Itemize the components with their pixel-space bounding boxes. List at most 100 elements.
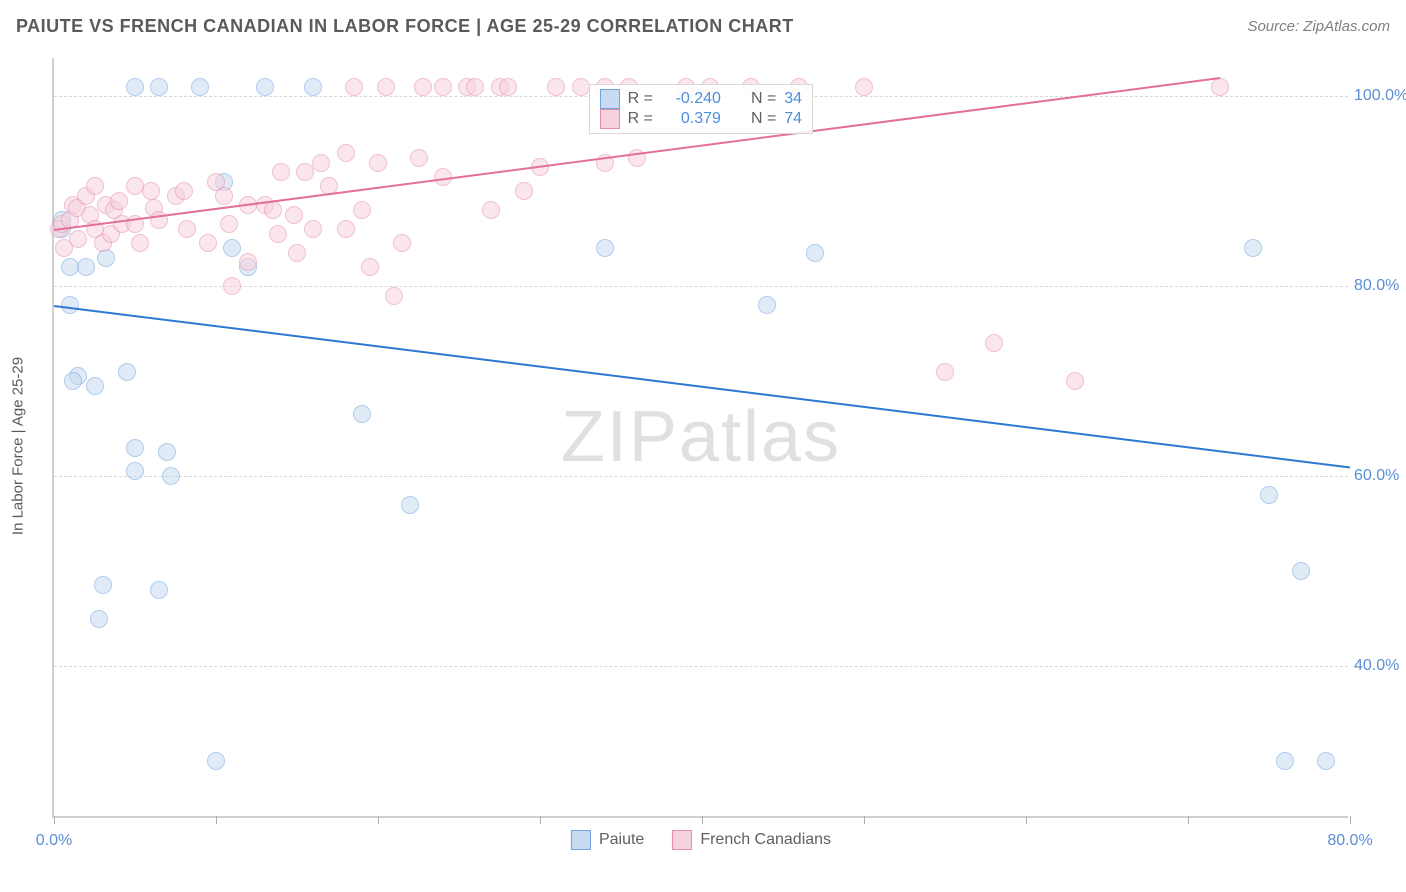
scatter-point: [94, 576, 112, 594]
x-tick: [378, 816, 379, 824]
scatter-point: [296, 163, 314, 181]
scatter-point: [345, 78, 363, 96]
source-attribution: Source: ZipAtlas.com: [1247, 18, 1390, 35]
scatter-point: [985, 334, 1003, 352]
watermark-thin: atlas: [679, 397, 841, 477]
watermark: ZIPatlas: [561, 396, 841, 478]
scatter-point: [1211, 78, 1229, 96]
legend-swatch: [672, 830, 692, 850]
scatter-point: [191, 78, 209, 96]
scatter-point: [69, 230, 87, 248]
legend-swatch: [600, 89, 620, 109]
scatter-point: [131, 234, 149, 252]
scatter-point: [337, 144, 355, 162]
scatter-point: [337, 220, 355, 238]
legend-row: R =0.379N =74: [600, 109, 802, 129]
scatter-point: [1276, 752, 1294, 770]
legend-n-value: 34: [784, 90, 802, 108]
scatter-point: [272, 163, 290, 181]
plot-area: ZIPatlas 40.0%60.0%80.0%100.0%0.0%80.0%R…: [52, 58, 1348, 818]
scatter-point: [207, 752, 225, 770]
scatter-point: [256, 78, 274, 96]
scatter-point: [126, 78, 144, 96]
scatter-point: [547, 78, 565, 96]
gridline: [54, 286, 1348, 287]
legend-label: Paiute: [599, 831, 644, 849]
scatter-point: [353, 201, 371, 219]
scatter-point: [199, 234, 217, 252]
scatter-point: [269, 225, 287, 243]
legend-row: R = -0.240 N = 34: [600, 89, 802, 109]
scatter-point: [223, 239, 241, 257]
scatter-point: [855, 78, 873, 96]
legend-n-value: 74: [784, 110, 802, 128]
legend-swatch: [571, 830, 591, 850]
legend-n-label: N =: [751, 90, 776, 108]
scatter-point: [410, 149, 428, 167]
legend-label: French Canadians: [700, 831, 831, 849]
scatter-point: [393, 234, 411, 252]
scatter-point: [118, 363, 136, 381]
scatter-point: [572, 78, 590, 96]
scatter-point: [1317, 752, 1335, 770]
y-tick-label: 80.0%: [1354, 277, 1406, 295]
legend-r-value: 0.379: [661, 110, 721, 128]
trend-line: [54, 305, 1350, 468]
watermark-bold: ZIP: [561, 397, 679, 477]
scatter-point: [110, 192, 128, 210]
title-bar: PAIUTE VS FRENCH CANADIAN IN LABOR FORCE…: [16, 16, 1390, 37]
scatter-point: [499, 78, 517, 96]
x-tick: [54, 816, 55, 824]
scatter-point: [596, 239, 614, 257]
scatter-point: [377, 78, 395, 96]
scatter-point: [353, 405, 371, 423]
x-tick-label: 80.0%: [1327, 832, 1372, 850]
scatter-point: [806, 244, 824, 262]
x-tick: [1188, 816, 1189, 824]
gridline: [54, 666, 1348, 667]
scatter-point: [936, 363, 954, 381]
scatter-point: [178, 220, 196, 238]
scatter-point: [150, 581, 168, 599]
x-tick: [1350, 816, 1351, 824]
legend-item: Paiute: [571, 830, 644, 850]
x-tick: [1026, 816, 1027, 824]
legend-r-value: -0.240: [661, 90, 721, 108]
legend-r-label: R =: [628, 90, 653, 108]
scatter-point: [86, 377, 104, 395]
x-tick-label: 0.0%: [36, 832, 72, 850]
scatter-point: [64, 372, 82, 390]
scatter-point: [126, 177, 144, 195]
scatter-point: [515, 182, 533, 200]
y-tick-label: 100.0%: [1354, 87, 1406, 105]
scatter-point: [758, 296, 776, 314]
scatter-point: [1260, 486, 1278, 504]
y-tick-label: 40.0%: [1354, 657, 1406, 675]
gridline: [54, 476, 1348, 477]
x-tick: [540, 816, 541, 824]
chart-container: PAIUTE VS FRENCH CANADIAN IN LABOR FORCE…: [0, 0, 1406, 892]
scatter-point: [223, 277, 241, 295]
scatter-point: [142, 182, 160, 200]
scatter-point: [288, 244, 306, 262]
scatter-point: [175, 182, 193, 200]
scatter-point: [150, 211, 168, 229]
series-legend: Paiute French Canadians: [571, 830, 831, 850]
scatter-point: [126, 462, 144, 480]
chart-title: PAIUTE VS FRENCH CANADIAN IN LABOR FORCE…: [16, 16, 794, 37]
scatter-point: [414, 78, 432, 96]
scatter-point: [126, 439, 144, 457]
scatter-point: [312, 154, 330, 172]
scatter-point: [158, 443, 176, 461]
scatter-point: [264, 201, 282, 219]
scatter-point: [361, 258, 379, 276]
scatter-point: [434, 78, 452, 96]
scatter-point: [385, 287, 403, 305]
scatter-point: [162, 467, 180, 485]
scatter-point: [61, 296, 79, 314]
scatter-point: [239, 253, 257, 271]
legend-item: French Canadians: [672, 830, 831, 850]
x-tick: [216, 816, 217, 824]
scatter-point: [285, 206, 303, 224]
scatter-point: [1066, 372, 1084, 390]
